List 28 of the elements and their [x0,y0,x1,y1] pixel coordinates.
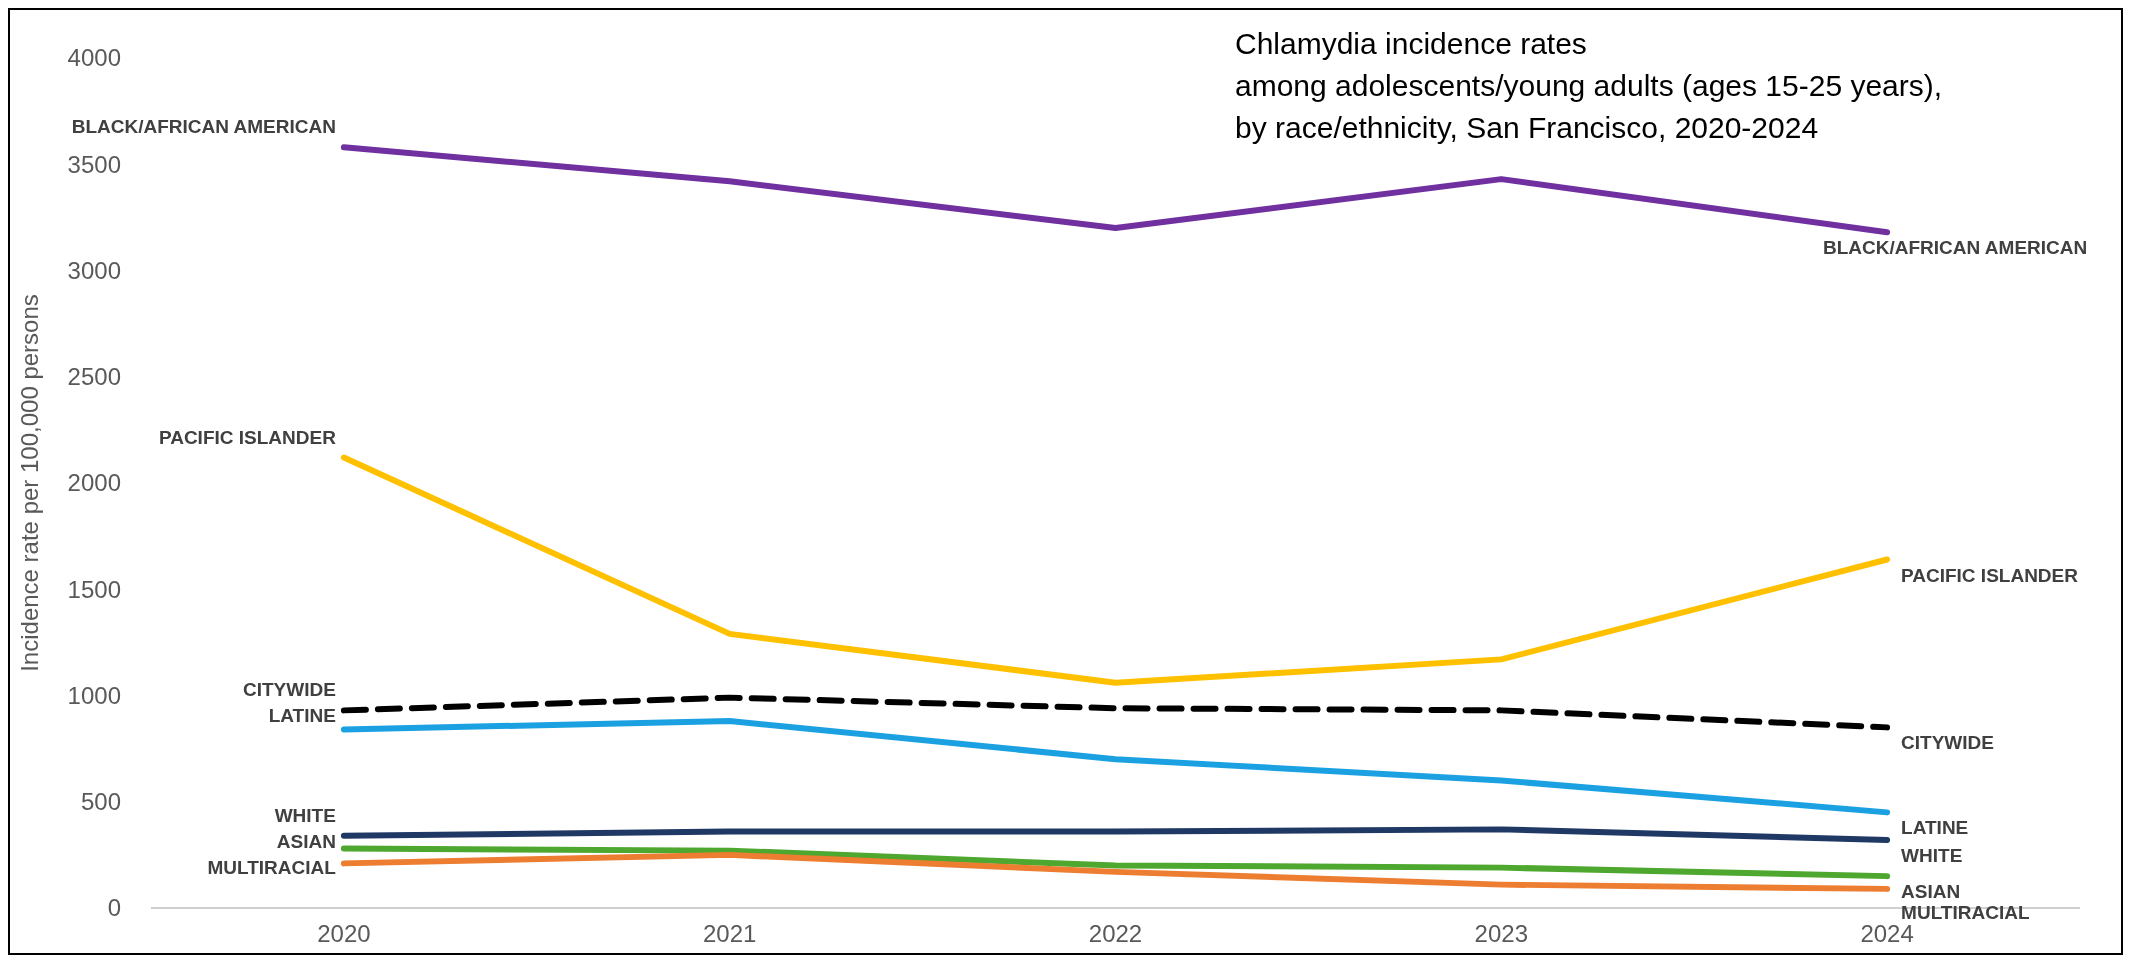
series-label: LATINE [268,705,336,727]
series-label: CITYWIDE [243,679,336,701]
series-label: ASIAN [276,830,336,852]
series-label: MULTIRACIAL [207,856,337,878]
x-tick-label: 2022 [1088,920,1143,947]
series-label: BLACK/AFRICAN AMERICAN [71,116,336,138]
y-axis-title: Incidence rate per 100,000 persons [16,294,43,672]
series-label: WHITE [274,804,336,826]
y-tick-label: 4000 [67,44,121,72]
y-tick-label: 2500 [67,363,121,391]
series-label: PACIFIC ISLANDER [158,426,337,448]
chart-title: Chlamydia incidence rates among adolescents/young adults (ages 15-25 years), by race/ethnicity, San Francisco, 2020-2024 [1235,27,1943,144]
y-tick-label: 0 [107,894,121,922]
y-tick-label: 500 [80,788,121,816]
text: CITYWIDE [1901,732,1994,754]
text: WHITE [1901,845,1963,866]
y-tick-label: 3500 [67,150,121,178]
y-tick-label: 1000 [67,681,121,709]
x-tick-label: 2021 [703,920,757,947]
text: ASIAN [1901,881,1961,903]
y-tick-label: 1500 [67,575,121,603]
x-tick-label: 2020 [317,920,371,947]
text: BLACK/AFRICAN AMERICAN [1823,237,2088,259]
text: LATINE [1901,817,1969,839]
y-tick-label: 2000 [67,469,121,497]
x-tick-label: 2023 [1474,920,1528,947]
y-tick-label: 3000 [67,256,121,284]
text: PACIFIC ISLANDER [1901,564,2078,586]
